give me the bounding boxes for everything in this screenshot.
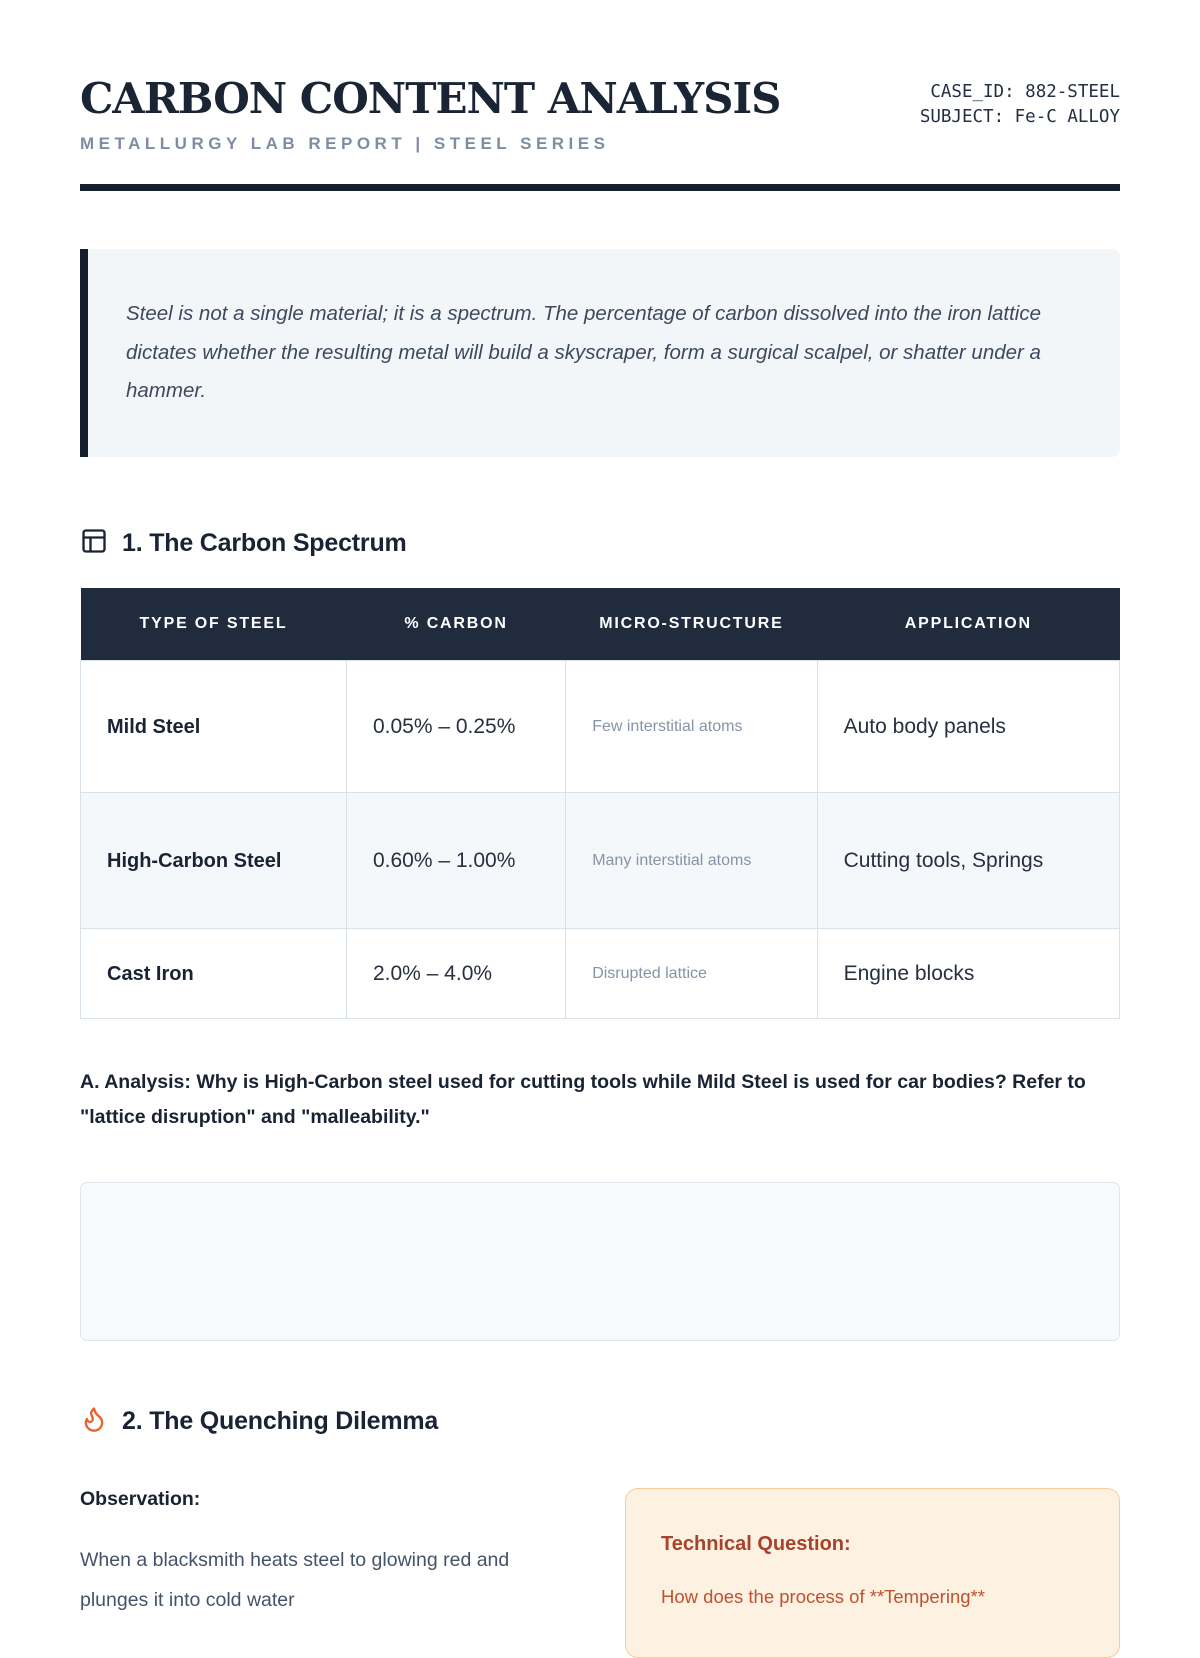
report-header: CARBON CONTENT ANALYSIS METALLURGY LAB R… (80, 78, 1120, 154)
cell-carbon-range: 0.05% – 0.25% (345, 660, 567, 794)
table-icon (80, 527, 108, 560)
case-id: CASE_ID: 882-STEEL (930, 82, 1120, 102)
page-subtitle: METALLURGY LAB REPORT | STEEL SERIES (80, 134, 610, 153)
cell-steel-type: High-Carbon Steel (80, 792, 347, 930)
cell-application: Cutting tools, Springs (816, 792, 1121, 930)
technical-question-box: Technical Question: How does the process… (625, 1487, 1120, 1658)
intro-quote: Steel is not a single material; it is a … (80, 249, 1120, 457)
section-1-heading: 1. The Carbon Spectrum (80, 527, 1120, 560)
table-row: Cast Iron 2.0% – 4.0% Disrupted lattice … (80, 928, 1121, 1020)
technical-question-title: Technical Question: (661, 1532, 851, 1555)
section-2-body: Observation: When a blacksmith heats ste… (80, 1487, 1120, 1658)
header-divider (80, 184, 1120, 191)
carbon-spectrum-table: Type of Steel % Carbon Micro-Structure A… (80, 587, 1121, 1020)
cell-steel-type: Cast Iron (80, 928, 347, 1020)
cell-microstructure: Few interstitial atoms (565, 660, 818, 794)
cell-application: Auto body panels (816, 660, 1121, 794)
technical-question-body: How does the process of **Tempering** (661, 1585, 985, 1607)
section-2-heading: 2. The Quenching Dilemma (80, 1405, 1120, 1438)
cell-microstructure: Many interstitial atoms (565, 792, 818, 930)
page-title: CARBON CONTENT ANALYSIS (80, 74, 781, 123)
cell-carbon-range: 0.60% – 1.00% (345, 792, 567, 930)
column-header-application: Application (817, 587, 1120, 661)
table-header-row: Type of Steel % Carbon Micro-Structure A… (80, 587, 1120, 661)
table-row: Mild Steel 0.05% – 0.25% Few interstitia… (80, 660, 1121, 794)
cell-microstructure: Disrupted lattice (565, 928, 818, 1020)
question-a-prompt: A. Analysis: Why is High-Carbon steel us… (80, 1071, 1086, 1128)
case-subject: SUBJECT: Fe-C ALLOY (919, 107, 1120, 128)
observation-column: Observation: When a blacksmith heats ste… (80, 1488, 555, 1621)
column-header-microstructure: Micro-Structure (565, 587, 818, 661)
section-2-title: 2. The Quenching Dilemma (122, 1406, 439, 1435)
header-title-group: CARBON CONTENT ANALYSIS METALLURGY LAB R… (80, 74, 781, 154)
column-header-carbon: % Carbon (346, 587, 566, 661)
observation-label: Observation: (80, 1487, 201, 1510)
observation-text: When a blacksmith heats steel to glowing… (80, 1548, 510, 1611)
table-row: High-Carbon Steel 0.60% – 1.00% Many int… (80, 792, 1121, 930)
answer-input-area[interactable] (80, 1181, 1120, 1341)
cell-application: Engine blocks (816, 928, 1121, 1020)
flame-icon (80, 1405, 108, 1438)
cell-steel-type: Mild Steel (80, 660, 347, 794)
section-1-title: 1. The Carbon Spectrum (122, 528, 407, 557)
cell-carbon-range: 2.0% – 4.0% (345, 928, 567, 1020)
column-header-type: Type of Steel (80, 587, 347, 661)
case-metadata: CASE_ID: 882-STEEL SUBJECT: Fe-C ALLOY (920, 78, 1120, 131)
